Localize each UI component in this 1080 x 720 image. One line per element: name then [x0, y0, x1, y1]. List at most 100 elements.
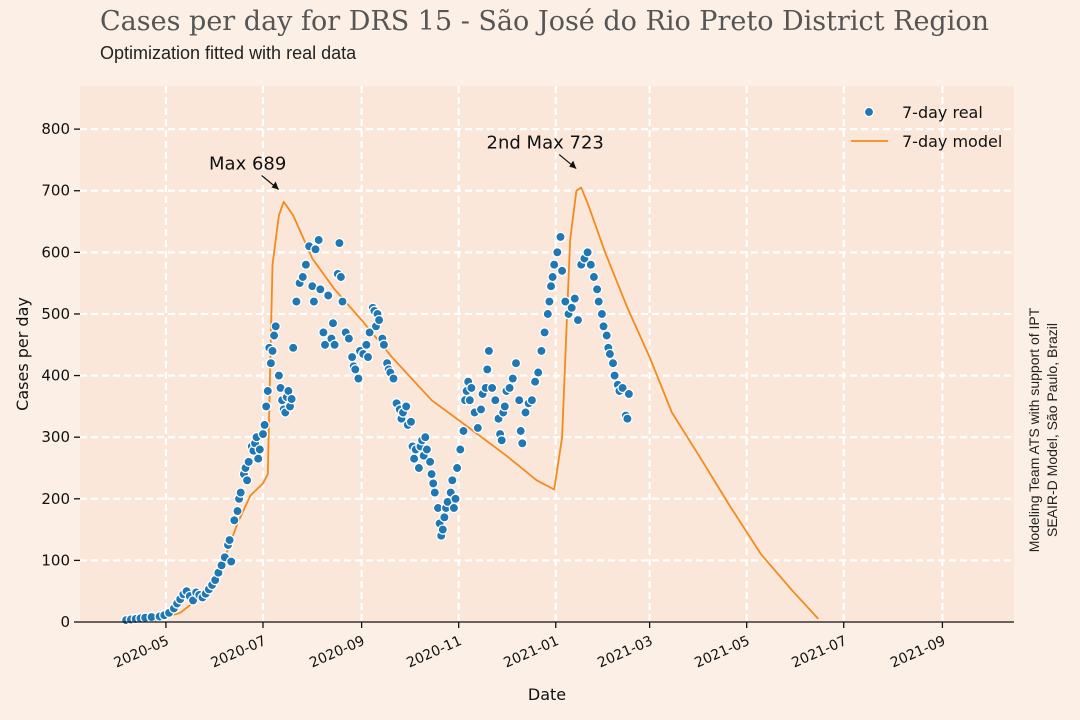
legend: 7-day real 7-day model — [851, 103, 1002, 151]
annotations: Max 689 2nd Max 723 — [209, 133, 604, 190]
data-point — [601, 330, 612, 341]
data-point — [617, 382, 628, 394]
data-point — [291, 296, 302, 307]
y-tick-label: 200 — [41, 490, 70, 508]
data-point — [267, 345, 278, 357]
data-point — [252, 453, 264, 464]
data-point — [510, 357, 522, 369]
data-point — [507, 373, 519, 384]
data-point — [496, 435, 507, 446]
x-tick-label: 2020-07 — [209, 633, 269, 671]
data-point — [560, 296, 571, 307]
y-tick-label: 0 — [60, 613, 70, 631]
x-tick-label: 2021-05 — [692, 633, 752, 671]
data-point — [241, 475, 253, 486]
data-point — [490, 394, 501, 406]
annotation-label: Max 689 — [209, 154, 286, 175]
data-point — [364, 327, 375, 338]
side-note-line-1: Modeling Team ATS with support of IPT — [1026, 307, 1042, 553]
data-point — [262, 385, 274, 397]
data-point — [482, 364, 493, 375]
data-point — [343, 333, 355, 344]
data-point — [539, 327, 550, 338]
data-point — [609, 370, 620, 381]
data-point — [486, 382, 498, 394]
data-point — [542, 308, 554, 320]
data-point — [499, 401, 511, 412]
data-point — [300, 259, 312, 270]
data-point — [458, 425, 469, 437]
data-point — [421, 444, 433, 455]
data-point — [591, 284, 603, 295]
data-point — [308, 296, 320, 307]
data-point — [361, 339, 372, 351]
data-point — [526, 394, 538, 406]
data-point — [224, 534, 235, 546]
data-point — [623, 388, 635, 400]
data-point — [529, 376, 541, 387]
data-point — [447, 475, 458, 486]
data-point — [427, 478, 439, 489]
data-point — [466, 382, 477, 394]
y-tick-label: 500 — [41, 305, 70, 323]
x-tick-label: 2020-05 — [112, 633, 172, 671]
data-point — [287, 342, 299, 354]
data-point — [243, 456, 254, 468]
x-tick-label: 2021-03 — [595, 633, 655, 671]
x-axis: 2020-05 2020-07 2020-09 2020-11 2021-01 2021-… — [112, 622, 948, 671]
x-tick-label: 2021-09 — [888, 633, 948, 671]
data-point — [315, 284, 326, 295]
data-point — [450, 493, 461, 505]
chart-subtitle: Optimization fitted with real data — [100, 43, 357, 63]
data-point — [545, 280, 557, 292]
data-point — [260, 401, 272, 412]
model-line — [132, 186, 819, 623]
data-point — [362, 351, 374, 363]
data-point — [329, 339, 340, 351]
data-point — [350, 364, 361, 375]
data-point — [472, 422, 484, 434]
y-tick-label: 600 — [41, 243, 70, 261]
data-point — [346, 351, 358, 363]
data-point — [273, 370, 285, 381]
data-point — [254, 444, 266, 455]
data-point — [388, 373, 399, 384]
data-point — [259, 419, 270, 431]
x-tick-label: 2020-11 — [404, 633, 464, 671]
data-point — [327, 317, 339, 329]
data-point — [464, 394, 476, 406]
legend-model-label: 7-day model — [902, 132, 1002, 151]
data-point — [552, 247, 563, 258]
data-point — [569, 293, 581, 304]
data-point — [475, 404, 487, 415]
annotation-arrowhead — [271, 181, 279, 190]
data-point — [596, 308, 608, 320]
y-tick-label: 400 — [41, 367, 70, 385]
data-point — [607, 357, 619, 369]
data-point — [232, 505, 243, 517]
x-axis-label: Date — [528, 685, 566, 704]
legend-real-marker — [863, 106, 875, 118]
x-tick-label: 2021-01 — [501, 633, 561, 671]
data-point — [270, 321, 281, 332]
chart-title: Cases per day for DRS 15 - São José do R… — [100, 6, 989, 37]
data-point — [310, 244, 321, 255]
data-point — [556, 265, 568, 277]
y-tick-label: 300 — [41, 428, 70, 446]
data-point — [378, 339, 390, 351]
x-tick-label: 2021-07 — [789, 633, 849, 671]
data-point — [229, 515, 240, 526]
x-tick-label: 2020-09 — [307, 633, 367, 671]
data-point — [504, 382, 515, 394]
data-point — [318, 327, 329, 338]
data-point — [532, 367, 544, 378]
data-point — [322, 290, 334, 301]
data-point — [424, 456, 436, 468]
data-point — [585, 259, 597, 270]
data-point — [268, 330, 280, 341]
y-axis-label: Cases per day — [13, 297, 32, 411]
y-tick-label: 800 — [41, 120, 70, 138]
data-point — [265, 357, 277, 369]
data-point — [517, 438, 528, 449]
